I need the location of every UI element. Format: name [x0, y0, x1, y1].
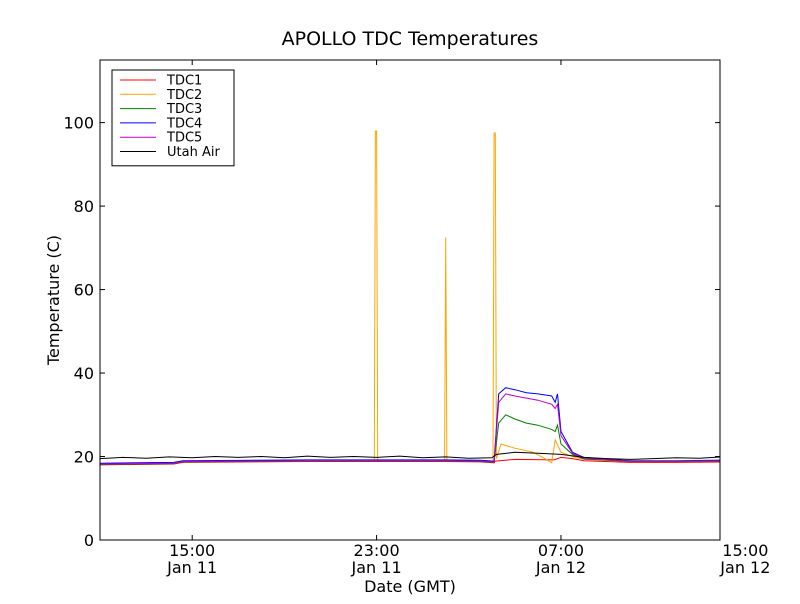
y-tick-label: 100 — [63, 114, 94, 133]
series-line-tdc4 — [100, 387, 720, 464]
series-line-tdc2 — [100, 130, 720, 465]
x-tick-date-label: Jan 11 — [166, 558, 217, 577]
x-tick-date-label: Jan 12 — [719, 558, 770, 577]
x-tick-time-label: 15:00 — [169, 541, 215, 560]
legend-label-tdc5: TDC5 — [166, 131, 202, 146]
x-tick-date-label: Jan 11 — [351, 558, 402, 577]
x-axis-label: Date (GMT) — [364, 577, 456, 596]
chart-title: APOLLO TDC Temperatures — [282, 28, 539, 50]
legend-label-tdc2: TDC2 — [166, 88, 202, 103]
series-layer — [100, 130, 720, 466]
y-tick-label: 80 — [74, 197, 94, 216]
x-tick-date-label: Jan 12 — [535, 558, 586, 577]
legend-box — [111, 69, 235, 167]
series-line-tdc5 — [100, 393, 720, 465]
legend-label-utah-air: Utah Air — [167, 145, 220, 160]
y-tick-label: 40 — [74, 364, 94, 383]
y-axis-label: Temperature (C) — [44, 235, 63, 366]
y-tick-label: 60 — [74, 281, 94, 300]
x-tick-time-label: 07:00 — [538, 541, 584, 560]
x-tick-time-label: 23:00 — [354, 541, 400, 560]
series-line-utah-air — [100, 451, 720, 460]
x-tick-time-label: 15:00 — [722, 541, 768, 560]
plot-frame — [99, 59, 721, 541]
series-group — [100, 130, 720, 466]
legend-label-tdc1: TDC1 — [166, 74, 202, 89]
legend-label-tdc3: TDC3 — [166, 102, 202, 117]
legend-label-tdc4: TDC4 — [166, 116, 202, 131]
y-tick-label: 20 — [74, 448, 94, 467]
y-tick-label: 0 — [84, 531, 94, 550]
